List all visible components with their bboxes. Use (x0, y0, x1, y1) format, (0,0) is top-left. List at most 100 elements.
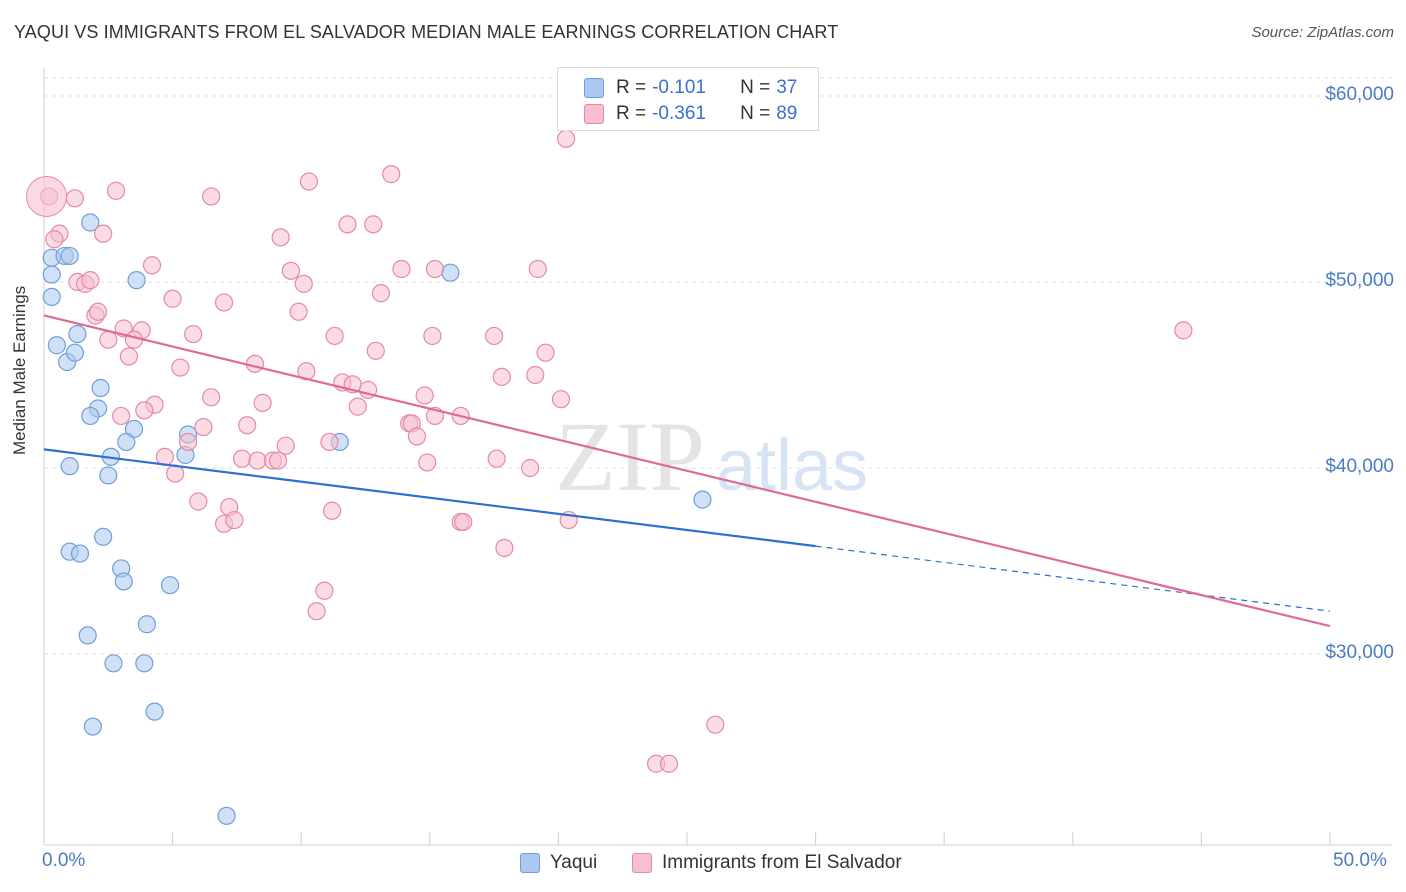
el-salvador-point (371, 284, 391, 303)
el-salvador-point (88, 302, 108, 321)
el-salvador-point (454, 512, 473, 532)
el-salvador-point (425, 259, 445, 279)
el-salvador-point (487, 449, 506, 468)
yaqui-point (217, 806, 236, 825)
yaqui-point (81, 406, 100, 426)
yaqui-point (91, 378, 110, 398)
y-tick-label: $40,000 (1325, 456, 1394, 477)
legend-item-el-salvador[interactable]: Immigrants from El Salvador (632, 852, 902, 874)
source-label: Source: ZipAtlas.com (1251, 24, 1394, 41)
yaqui-point (65, 343, 84, 362)
el-salvador-point (99, 330, 118, 349)
el-salvador-point (551, 390, 571, 409)
yaqui-point (145, 702, 164, 721)
legend-label-yaqui: Yaqui (550, 852, 598, 873)
r-label: R = (616, 77, 647, 98)
el-salvador-point (415, 386, 434, 405)
el-salvador-point (536, 343, 555, 362)
r-value: -0.101 (652, 77, 706, 98)
legend-row-yaqui: R = -0.101 N = 37 (558, 75, 797, 101)
el-salvador-point (26, 175, 68, 217)
el-salvador-point (294, 274, 313, 293)
el-salvador-point (557, 129, 576, 148)
el-salvador-point (81, 271, 100, 290)
el-salvador-point (119, 347, 138, 366)
el-salvador-point (194, 417, 213, 437)
el-salvador-point (299, 172, 319, 191)
legend-swatch-yaqui (584, 78, 604, 98)
el-salvador-trend-line (43, 314, 1331, 628)
el-salvador-point (94, 224, 113, 243)
n-value: 37 (776, 77, 798, 98)
el-salvador-point (366, 341, 385, 360)
y-tick-label: $30,000 (1325, 642, 1394, 663)
yaqui-point (70, 544, 90, 563)
yaqui-point (441, 263, 460, 282)
legend-swatch-yaqui (520, 853, 540, 873)
el-salvador-point (495, 538, 514, 558)
x-tick-max: 50.0% (1333, 850, 1387, 871)
yaqui-point (42, 287, 61, 306)
yaqui-point (47, 336, 66, 355)
el-salvador-point (289, 302, 308, 321)
el-salvador-point (526, 365, 545, 385)
x-tick-min: 0.0% (42, 850, 86, 871)
el-salvador-point (307, 602, 326, 621)
el-salvador-point (232, 449, 252, 468)
y-tick-label: $50,000 (1325, 270, 1394, 291)
legend-swatch-el-salvador (584, 104, 604, 124)
n-value: 89 (776, 103, 798, 124)
el-salvador-point (45, 230, 64, 249)
el-salvador-point (364, 215, 383, 234)
yaqui-point (135, 654, 154, 673)
el-salvador-point (407, 427, 427, 446)
n-label: N = (740, 103, 771, 124)
yaqui-trend-line (43, 448, 816, 548)
yaqui-point (127, 271, 146, 290)
yaqui-point (68, 324, 87, 344)
el-salvador-point (202, 388, 221, 407)
yaqui-point (94, 527, 113, 546)
el-salvador-point (320, 432, 339, 452)
el-salvador-point (392, 259, 411, 279)
el-salvador-point (423, 326, 442, 346)
el-salvador-point (271, 228, 290, 247)
el-salvador-point (184, 324, 203, 344)
el-salvador-point (225, 510, 244, 530)
yaqui-point (693, 490, 712, 509)
el-salvador-point (276, 436, 295, 455)
r-value: -0.361 (652, 103, 706, 124)
el-salvador-point (178, 432, 198, 452)
legend-item-yaqui[interactable]: Yaqui (520, 852, 597, 874)
el-salvador-point (163, 289, 182, 308)
yaqui-point (137, 615, 156, 634)
el-salvador-point (315, 581, 334, 600)
el-salvador-point (706, 715, 725, 734)
el-salvador-point (238, 416, 257, 435)
el-salvador-point (325, 326, 344, 346)
el-salvador-point (521, 458, 540, 478)
el-salvador-point (485, 326, 504, 346)
el-salvador-point (382, 165, 401, 184)
yaqui-point (160, 576, 180, 595)
el-salvador-point (171, 358, 190, 377)
yaqui-point (99, 466, 118, 485)
yaqui-point (42, 265, 61, 284)
el-salvador-point (1174, 321, 1193, 340)
yaqui-point (81, 213, 100, 232)
legend-swatch-el-salvador (632, 853, 652, 873)
el-salvador-point (112, 406, 131, 426)
el-salvador-point (245, 354, 265, 373)
yaqui-point (60, 457, 79, 476)
watermark-atlas: atlas (716, 426, 868, 506)
chart-title: YAQUI VS IMMIGRANTS FROM EL SALVADOR MED… (14, 22, 839, 42)
el-salvador-point (418, 453, 437, 472)
r-label: R = (616, 103, 647, 124)
el-salvador-point (253, 393, 272, 412)
el-salvador-point (189, 492, 208, 511)
correlation-legend: R = -0.101 N = 37 R = -0.361 N = 89 (557, 67, 819, 131)
yaqui-point (60, 246, 79, 266)
el-salvador-point (65, 189, 84, 208)
el-salvador-point (202, 187, 221, 206)
el-salvador-point (348, 397, 367, 416)
